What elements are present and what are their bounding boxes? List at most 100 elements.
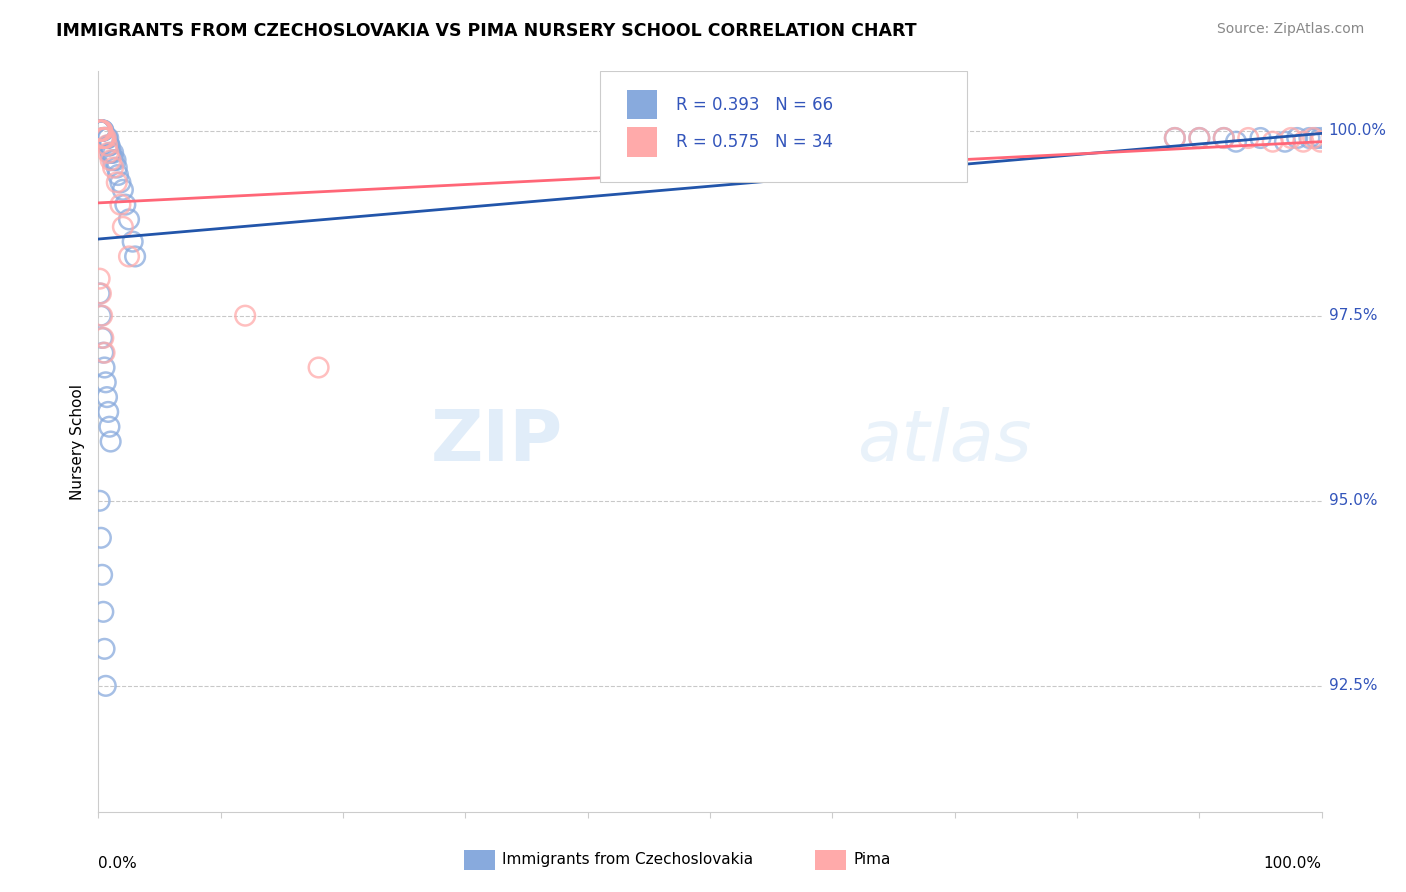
Text: 95.0%: 95.0%	[1329, 493, 1376, 508]
Point	[100, 145, 122, 160]
Point	[91, 123, 114, 137]
Text: 100.0%: 100.0%	[1329, 123, 1386, 138]
Text: R = 0.575   N = 34: R = 0.575 N = 34	[676, 133, 832, 151]
Point	[94, 376, 117, 390]
Point	[89, 123, 111, 137]
Point	[1249, 131, 1271, 145]
Point	[90, 286, 112, 301]
Point	[91, 345, 114, 359]
Point	[1212, 131, 1234, 145]
Point	[91, 123, 114, 137]
Y-axis label: Nursery School: Nursery School	[70, 384, 86, 500]
Point	[96, 138, 118, 153]
Point	[98, 419, 121, 434]
Point	[101, 153, 124, 168]
Point	[90, 123, 112, 137]
Point	[93, 131, 115, 145]
Point	[90, 123, 112, 137]
Point	[93, 641, 115, 656]
Point	[114, 197, 136, 211]
Point	[91, 123, 114, 137]
Point	[100, 145, 122, 160]
Point	[100, 434, 122, 449]
Point	[91, 131, 114, 145]
Point	[91, 123, 114, 137]
Point	[91, 123, 114, 137]
Text: 0.0%: 0.0%	[98, 856, 138, 871]
Text: 100.0%: 100.0%	[1264, 856, 1322, 871]
Point	[110, 176, 132, 190]
Point	[90, 309, 112, 323]
Point	[111, 219, 134, 234]
FancyBboxPatch shape	[600, 71, 967, 183]
Point	[90, 531, 112, 545]
Point	[96, 390, 118, 404]
Point	[89, 123, 111, 137]
Point	[94, 131, 117, 145]
Point	[89, 123, 111, 137]
Text: 97.5%: 97.5%	[1329, 308, 1376, 323]
Point	[121, 235, 143, 249]
Point	[105, 161, 128, 175]
Point	[89, 123, 111, 137]
Text: Source: ZipAtlas.com: Source: ZipAtlas.com	[1216, 22, 1364, 37]
Point	[93, 345, 115, 359]
Point	[93, 131, 115, 145]
Point	[1309, 131, 1331, 145]
Point	[98, 138, 121, 153]
Point	[1225, 135, 1247, 149]
Point	[91, 131, 114, 145]
FancyBboxPatch shape	[627, 90, 658, 120]
Text: atlas: atlas	[856, 407, 1032, 476]
Point	[91, 123, 114, 137]
Point	[1309, 135, 1331, 149]
Point	[118, 250, 141, 264]
Point	[1261, 135, 1284, 149]
FancyBboxPatch shape	[627, 127, 658, 156]
Point	[91, 131, 114, 145]
Point	[97, 131, 120, 145]
Point	[89, 123, 111, 137]
Point	[96, 131, 118, 145]
Point	[1298, 131, 1320, 145]
Point	[91, 605, 114, 619]
Point	[1164, 131, 1187, 145]
Point	[1188, 131, 1211, 145]
Point	[93, 131, 115, 145]
Point	[89, 493, 111, 508]
Point	[1292, 135, 1315, 149]
Point	[90, 123, 112, 137]
Point	[308, 360, 330, 375]
Point	[1305, 131, 1327, 145]
Point	[1164, 131, 1187, 145]
Point	[91, 309, 114, 323]
Text: 92.5%: 92.5%	[1329, 678, 1376, 693]
Point	[91, 123, 114, 137]
Point	[1237, 131, 1260, 145]
Point	[107, 168, 129, 182]
Point	[91, 567, 114, 582]
Point	[91, 331, 114, 345]
Point	[89, 123, 111, 137]
Point	[1188, 131, 1211, 145]
Point	[89, 123, 111, 137]
Point	[101, 145, 124, 160]
Point	[96, 131, 118, 145]
Point	[1212, 131, 1234, 145]
Point	[91, 331, 114, 345]
Text: R = 0.393   N = 66: R = 0.393 N = 66	[676, 95, 832, 113]
Point	[94, 679, 117, 693]
Point	[93, 360, 115, 375]
Point	[1302, 131, 1324, 145]
Point	[124, 250, 146, 264]
Point	[89, 286, 111, 301]
Point	[111, 183, 134, 197]
Text: ZIP: ZIP	[432, 407, 564, 476]
Point	[97, 145, 120, 160]
Point	[90, 123, 112, 137]
Point	[97, 138, 120, 153]
Point	[105, 176, 128, 190]
Point	[233, 309, 256, 323]
Text: Pima: Pima	[853, 853, 891, 867]
Point	[94, 131, 117, 145]
